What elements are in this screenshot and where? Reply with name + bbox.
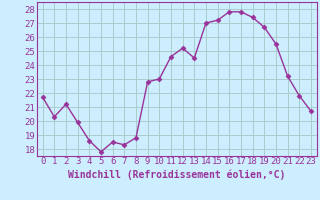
X-axis label: Windchill (Refroidissement éolien,°C): Windchill (Refroidissement éolien,°C)	[68, 169, 285, 180]
